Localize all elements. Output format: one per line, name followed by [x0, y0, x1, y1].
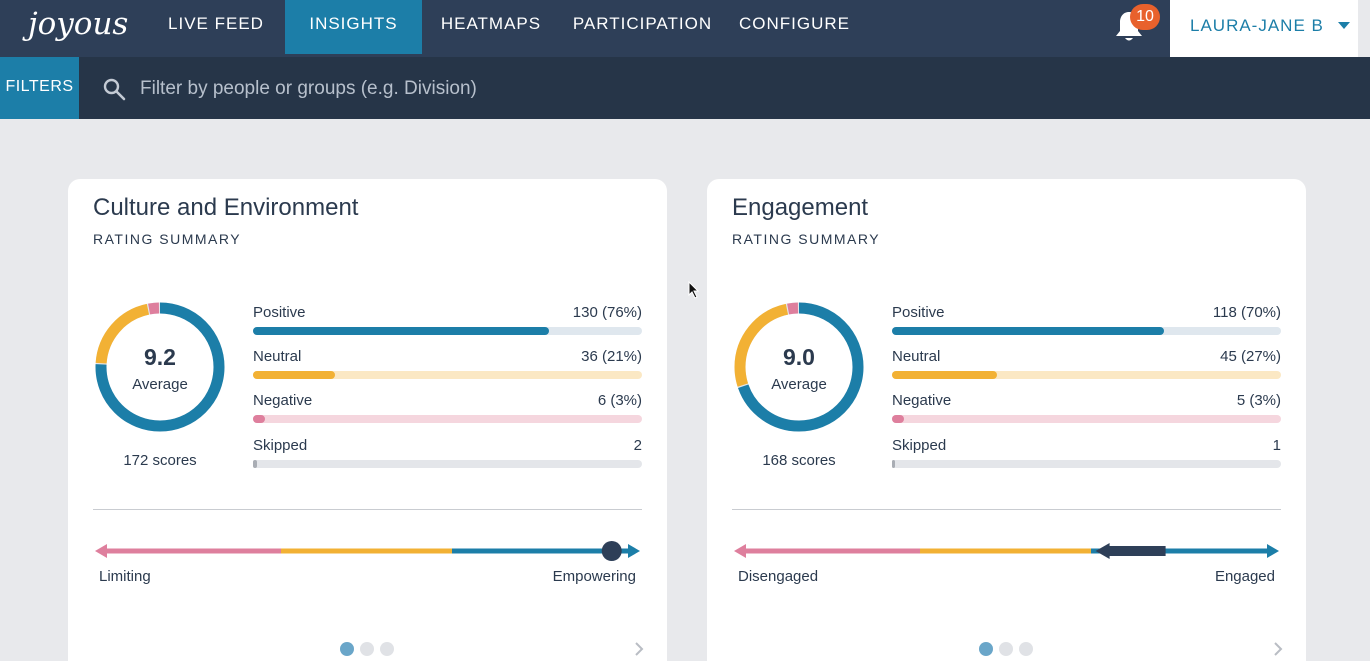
culture-environment-card: Culture and Environment RATING SUMMARY 9…	[68, 179, 667, 661]
rating-row-label: Positive	[253, 304, 306, 321]
rating-row-neutral: Neutral 36 (21%)	[253, 348, 642, 392]
filters-button[interactable]: FILTERS	[0, 57, 79, 119]
rating-bar-track	[892, 327, 1281, 335]
pager-dot-3[interactable]	[380, 642, 394, 656]
scale-left-arrow	[95, 544, 107, 558]
divider	[93, 509, 642, 510]
rating-row-skipped: Skipped 1	[892, 437, 1281, 481]
spectrum-scale	[734, 543, 1279, 559]
engagement-card: Engagement RATING SUMMARY 9.0 Average 16…	[707, 179, 1306, 661]
scale-left-arrow	[734, 544, 746, 558]
rating-bar-fill	[892, 371, 998, 379]
scale-right-label: Engaged	[1214, 568, 1275, 585]
rating-row-label: Neutral	[253, 348, 302, 365]
rating-bar-track	[253, 460, 642, 468]
scale-left-label: Limiting	[99, 568, 151, 585]
average-score: 9.2	[144, 344, 176, 370]
rating-bar-fill	[892, 415, 904, 423]
rating-bar-fill	[253, 327, 549, 335]
card-title: Engagement	[732, 194, 869, 221]
rating-row-positive: Positive 130 (76%)	[253, 304, 642, 348]
pager-dot-1[interactable]	[979, 642, 993, 656]
rating-bar-track	[892, 415, 1281, 423]
card-title: Culture and Environment	[93, 194, 359, 221]
rating-bar-fill	[253, 460, 257, 468]
joyous-logo[interactable]: joyous	[28, 6, 129, 42]
rating-bar-track	[892, 371, 1281, 379]
rating-bar-fill	[253, 371, 335, 379]
rating-row-label: Skipped	[892, 437, 947, 454]
chevron-right-icon[interactable]	[1272, 640, 1284, 658]
top-nav-bar: joyous LIVE FEED INSIGHTS HEATMAPS PARTI…	[0, 0, 1370, 57]
pager-dot-2[interactable]	[360, 642, 374, 656]
chevron-right-icon[interactable]	[633, 640, 645, 658]
rating-row-skipped: Skipped 2	[253, 437, 642, 481]
average-score: 9.0	[783, 344, 815, 370]
divider	[732, 509, 1281, 510]
rating-bar-fill	[253, 415, 265, 423]
rating-row-negative: Negative 6 (3%)	[253, 392, 642, 436]
rating-row-value: 6 (3%)	[597, 392, 642, 409]
rating-row-value: 36 (21%)	[581, 348, 642, 365]
filter-search-input[interactable]	[140, 71, 840, 107]
pager-dot-1[interactable]	[340, 642, 354, 656]
rating-row-neutral: Neutral 45 (27%)	[892, 348, 1281, 392]
donut-segment-neutral	[734, 302, 864, 432]
rating-bar-fill	[892, 460, 895, 468]
carousel-pager	[979, 642, 1039, 656]
user-menu[interactable]: LAURA-JANE B	[1170, 0, 1358, 57]
rating-row-value: 2	[633, 437, 642, 454]
rating-row-label: Positive	[892, 304, 945, 321]
rating-bar-track	[253, 327, 642, 335]
rating-row-label: Neutral	[892, 348, 941, 365]
rating-row-label: Negative	[892, 392, 952, 409]
rating-row-value: 1	[1272, 437, 1281, 454]
average-label: Average	[132, 376, 188, 393]
nav-participation[interactable]: PARTICIPATION	[572, 14, 713, 33]
rating-row-value: 45 (27%)	[1220, 348, 1281, 365]
rating-donut-chart	[95, 302, 225, 432]
rating-row-label: Negative	[253, 392, 313, 409]
notification-count-badge: 10	[1130, 4, 1160, 30]
user-name: LAURA-JANE B	[1190, 16, 1324, 35]
card-subtitle: RATING SUMMARY	[93, 231, 242, 247]
scrollbar-strip	[1358, 0, 1370, 57]
rating-row-value: 130 (76%)	[572, 304, 642, 321]
search-icon	[103, 78, 126, 101]
scale-marker	[1095, 543, 1166, 559]
spectrum-scale	[95, 541, 640, 561]
score-count: 168 scores	[762, 452, 836, 469]
scale-left-label: Disengaged	[738, 568, 819, 585]
scale-marker	[601, 541, 622, 561]
nav-configure[interactable]: CONFIGURE	[739, 14, 850, 33]
nav-live-feed[interactable]: LIVE FEED	[168, 14, 264, 33]
card-subtitle: RATING SUMMARY	[732, 231, 881, 247]
donut-segment-positive	[95, 302, 225, 432]
score-count: 172 scores	[123, 452, 197, 469]
rating-row-negative: Negative 5 (3%)	[892, 392, 1281, 436]
pager-dot-3[interactable]	[1019, 642, 1033, 656]
rating-row-label: Skipped	[253, 437, 308, 454]
scale-right-arrow	[1267, 544, 1279, 558]
mouse-pointer-icon	[688, 281, 700, 299]
rating-bar-track	[253, 415, 642, 423]
chevron-down-icon	[1338, 22, 1350, 29]
scale-right-arrow	[628, 544, 640, 558]
rating-row-positive: Positive 118 (70%)	[892, 304, 1281, 348]
rating-bar-fill	[892, 327, 1165, 335]
rating-row-value: 118 (70%)	[1212, 304, 1281, 321]
pager-dot-2[interactable]	[999, 642, 1013, 656]
nav-insights[interactable]: INSIGHTS	[285, 0, 422, 54]
carousel-pager	[340, 642, 400, 656]
rating-bar-track	[253, 371, 642, 379]
rating-bar-track	[892, 460, 1281, 468]
rating-row-value: 5 (3%)	[1236, 392, 1281, 409]
filter-bar: FILTERS	[0, 57, 1370, 119]
scale-right-label: Empowering	[552, 568, 636, 585]
nav-heatmaps[interactable]: HEATMAPS	[440, 14, 542, 33]
rating-donut-chart	[734, 302, 864, 432]
donut-segment-positive	[734, 302, 864, 432]
average-label: Average	[771, 376, 827, 393]
